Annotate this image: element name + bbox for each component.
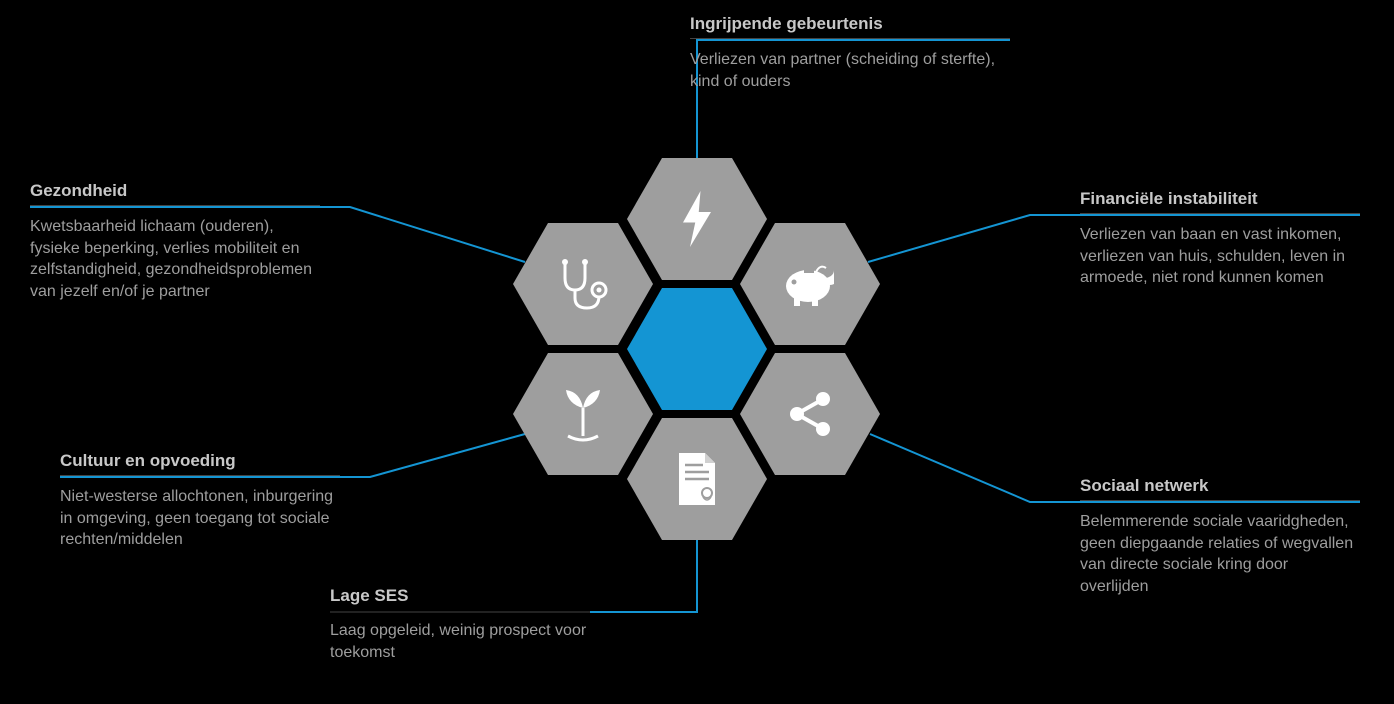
desc-ingrijpende: Verliezen van partner (scheiding of ster… [690,49,1010,92]
piggy-icon [780,260,840,308]
title-cultuur: Cultuur en opvoeding [60,451,340,476]
text-cultuur: Cultuur en opvoeding Niet-westerse alloc… [60,451,340,551]
document-icon [675,451,719,507]
desc-lagses: Laag opgeleid, weinig prospect voor toek… [330,620,590,663]
hex-cultuur [513,353,653,475]
title-gezondheid: Gezondheid [30,181,320,206]
title-sociaal: Sociaal netwerk [1080,476,1360,501]
desc-gezondheid: Kwetsbaarheid lichaam (ouderen), fysieke… [30,216,320,302]
share-icon [785,389,835,439]
text-ingrijpende: Ingrijpende gebeurtenis Verliezen van pa… [690,14,1010,92]
text-lagses: Lage SES Laag opgeleid, weinig prospect … [330,586,590,663]
title-lagses: Lage SES [330,586,590,610]
title-financieel: Financiële instabiliteit [1080,189,1360,214]
text-financieel: Financiële instabiliteit Verliezen van b… [1080,189,1360,289]
hex-financieel [740,223,880,345]
text-sociaal: Sociaal netwerk Belemmerende sociale vaa… [1080,476,1360,597]
lightning-icon [676,191,718,247]
hex-gezondheid [513,223,653,345]
text-gezondheid: Gezondheid Kwetsbaarheid lichaam (oudere… [30,181,320,302]
desc-cultuur: Niet-westerse allochtonen, inburgering i… [60,486,340,551]
desc-sociaal: Belemmerende sociale vaaridgheden, geen … [1080,511,1360,597]
stethoscope-icon [555,256,611,312]
title-ingrijpende: Ingrijpende gebeurtenis [690,14,1010,39]
plant-icon [558,384,608,444]
desc-financieel: Verliezen van baan en vast inkomen, verl… [1080,224,1360,289]
